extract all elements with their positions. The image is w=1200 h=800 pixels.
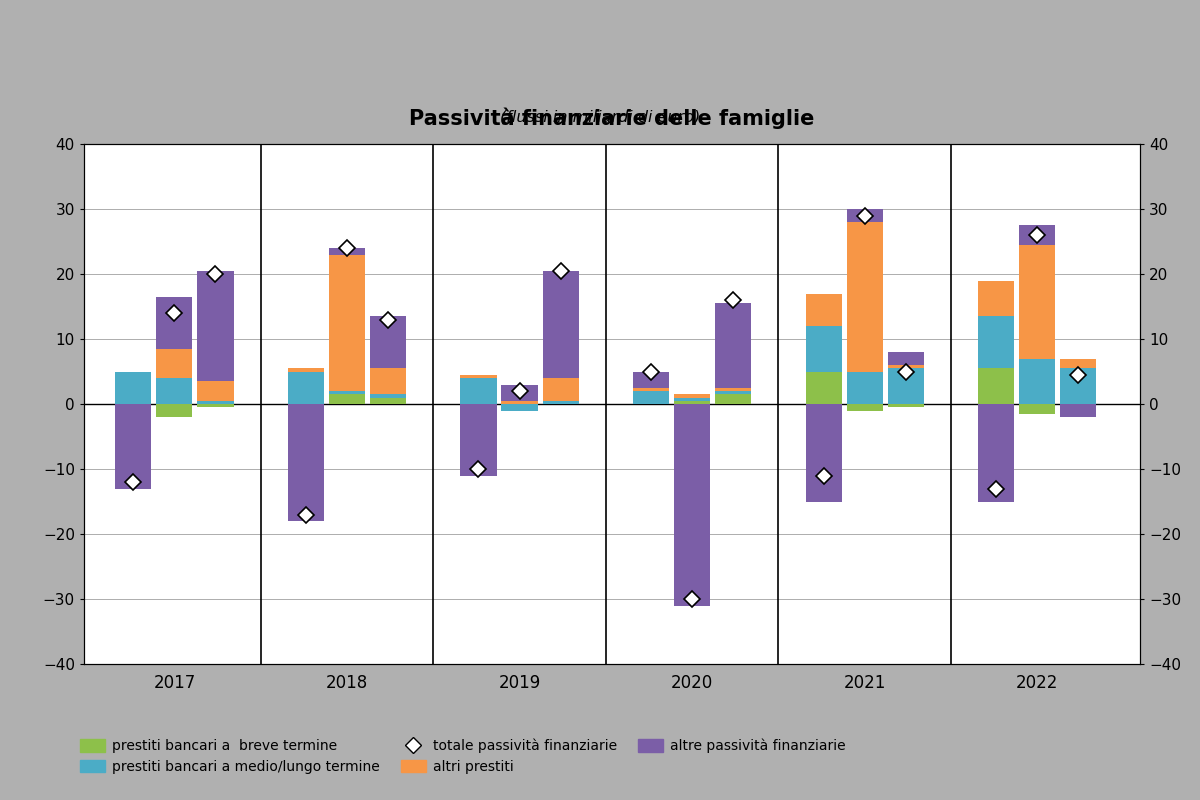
Bar	[674, 401, 710, 404]
Bar	[115, 404, 151, 489]
Bar	[674, 398, 710, 401]
Bar	[156, 297, 192, 349]
Bar	[888, 365, 924, 368]
Bar	[1061, 404, 1097, 417]
Bar	[198, 270, 234, 382]
Bar	[370, 398, 406, 404]
Bar	[632, 388, 670, 391]
Bar	[329, 394, 365, 404]
Bar	[715, 303, 751, 388]
Bar	[502, 385, 538, 401]
Bar	[329, 391, 365, 394]
Bar	[632, 391, 670, 404]
Bar	[1019, 245, 1055, 358]
Text: (flussi in miliardi di euro): (flussi in miliardi di euro)	[500, 109, 700, 124]
Bar	[1019, 226, 1055, 245]
Title: Passività finanziarie delle famiglie: Passività finanziarie delle famiglie	[409, 107, 815, 129]
Bar	[847, 404, 883, 410]
Bar	[888, 368, 924, 404]
Bar	[978, 368, 1014, 404]
Bar	[370, 368, 406, 394]
Bar	[370, 316, 406, 368]
Bar	[978, 281, 1014, 316]
Bar	[805, 294, 841, 326]
Bar	[198, 401, 234, 404]
Bar	[461, 374, 497, 378]
Bar	[674, 404, 710, 606]
Bar	[461, 378, 497, 404]
Bar	[329, 254, 365, 391]
Bar	[632, 371, 670, 388]
Bar	[1019, 404, 1055, 414]
Legend: prestiti bancari a  breve termine, prestiti bancari a medio/lungo termine, total: prestiti bancari a breve termine, presti…	[80, 738, 845, 774]
Bar	[847, 209, 883, 222]
Bar	[715, 394, 751, 404]
Bar	[1019, 358, 1055, 404]
Bar	[502, 404, 538, 410]
Bar	[542, 401, 578, 404]
Bar	[370, 394, 406, 398]
Bar	[847, 222, 883, 371]
Bar	[888, 404, 924, 407]
Bar	[715, 388, 751, 391]
Bar	[805, 371, 841, 404]
Bar	[198, 404, 234, 407]
Bar	[288, 368, 324, 371]
Bar	[115, 371, 151, 404]
Bar	[156, 349, 192, 378]
Bar	[715, 391, 751, 394]
Bar	[674, 394, 710, 398]
Bar	[288, 404, 324, 521]
Bar	[847, 371, 883, 404]
Bar	[502, 401, 538, 404]
Bar	[888, 352, 924, 365]
Bar	[542, 378, 578, 401]
Bar	[805, 404, 841, 502]
Bar	[198, 382, 234, 401]
Bar	[805, 326, 841, 371]
Bar	[156, 404, 192, 417]
Bar	[978, 404, 1014, 502]
Bar	[1061, 358, 1097, 368]
Bar	[288, 371, 324, 404]
Bar	[156, 378, 192, 404]
Bar	[978, 316, 1014, 368]
Bar	[1061, 368, 1097, 404]
Bar	[542, 270, 578, 378]
Bar	[329, 248, 365, 254]
Bar	[461, 404, 497, 475]
